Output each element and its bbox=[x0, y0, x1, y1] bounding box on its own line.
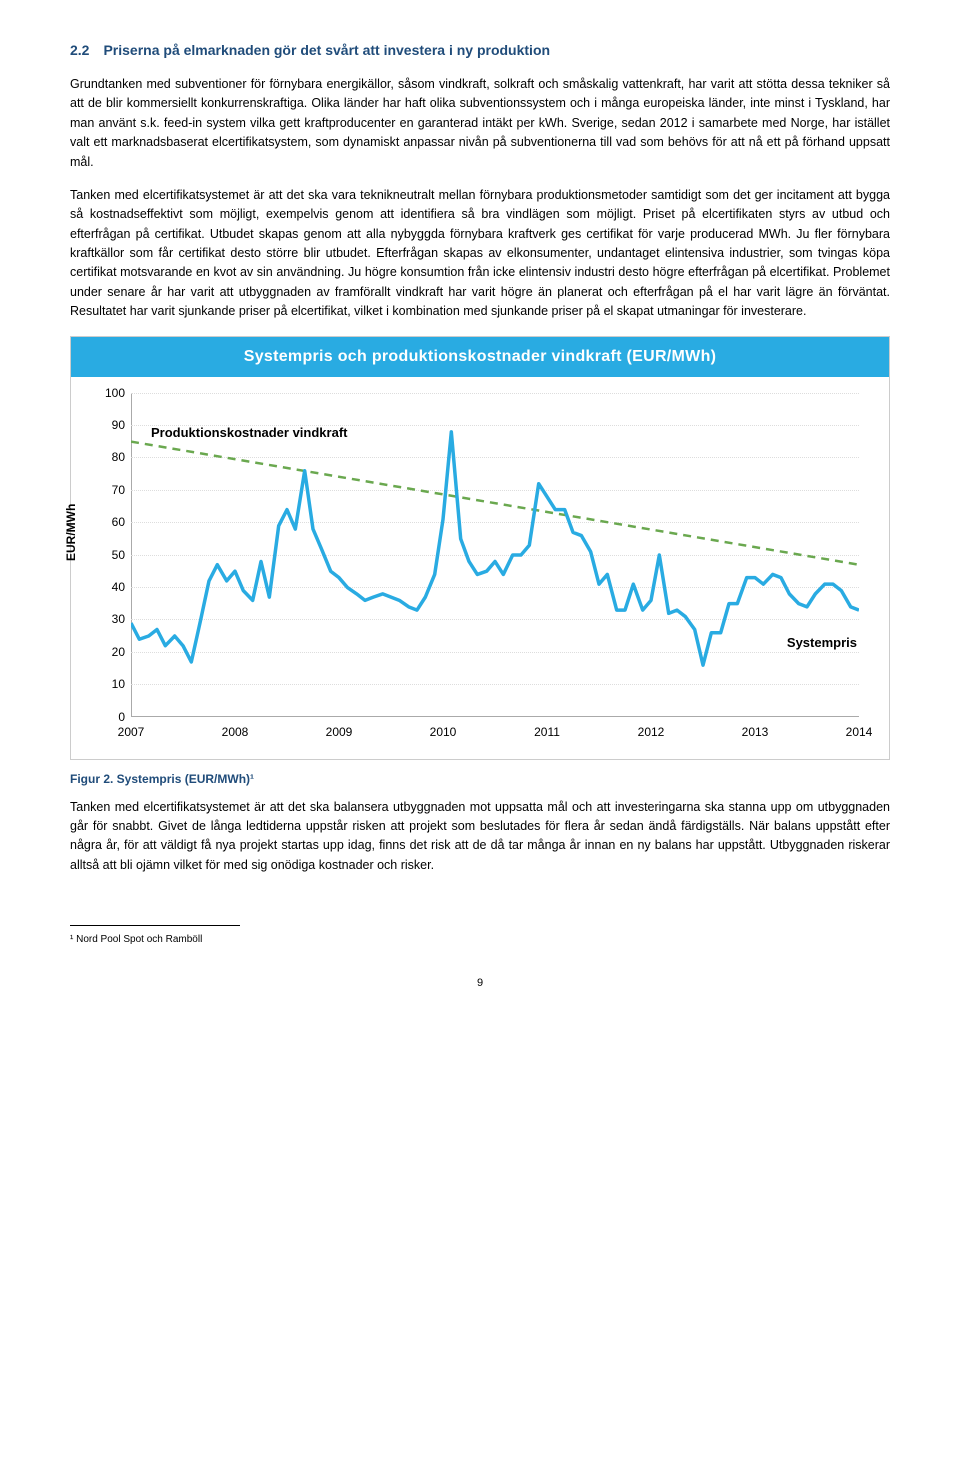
chart-area: EUR/MWh 01020304050607080901002007200820… bbox=[81, 387, 869, 747]
prod-cost-label: Produktionskostnader vindkraft bbox=[151, 423, 347, 443]
y-tick: 90 bbox=[95, 416, 125, 434]
section-number: 2.2 bbox=[70, 40, 89, 61]
paragraph-1: Grundtanken med subventioner för förnyba… bbox=[70, 75, 890, 172]
y-tick: 70 bbox=[95, 481, 125, 499]
footnote-separator bbox=[70, 925, 240, 926]
systempris-line bbox=[131, 431, 859, 664]
x-tick: 2014 bbox=[846, 723, 873, 741]
y-tick: 80 bbox=[95, 448, 125, 466]
x-tick: 2010 bbox=[430, 723, 457, 741]
y-tick: 60 bbox=[95, 513, 125, 531]
x-tick: 2011 bbox=[534, 723, 560, 741]
figure-caption: Figur 2. Systempris (EUR/MWh)¹ bbox=[70, 770, 890, 788]
y-tick: 50 bbox=[95, 546, 125, 564]
chart-container: Systempris och produktionskostnader vind… bbox=[70, 336, 890, 760]
y-tick: 100 bbox=[95, 384, 125, 402]
y-axis-label: EUR/MWh bbox=[62, 503, 80, 560]
x-tick: 2013 bbox=[742, 723, 769, 741]
footnote: ¹ Nord Pool Spot och Ramböll bbox=[70, 932, 890, 947]
chart-title: Systempris och produktionskostnader vind… bbox=[71, 337, 889, 377]
x-tick: 2012 bbox=[638, 723, 665, 741]
section-title: Priserna på elmarknaden gör det svårt at… bbox=[103, 40, 550, 61]
paragraph-3: Tanken med elcertifikatsystemet är att d… bbox=[70, 798, 890, 876]
y-tick: 20 bbox=[95, 643, 125, 661]
y-tick: 40 bbox=[95, 578, 125, 596]
x-tick: 2009 bbox=[326, 723, 353, 741]
systempris-label: Systempris bbox=[787, 633, 857, 653]
prod-cost-line bbox=[131, 441, 859, 564]
page-number: 9 bbox=[70, 975, 890, 992]
x-tick: 2007 bbox=[118, 723, 145, 741]
paragraph-2: Tanken med elcertifikatsystemet är att d… bbox=[70, 186, 890, 322]
y-tick: 10 bbox=[95, 675, 125, 693]
y-tick: 30 bbox=[95, 610, 125, 628]
x-tick: 2008 bbox=[222, 723, 249, 741]
section-heading: 2.2 Priserna på elmarknaden gör det svår… bbox=[70, 40, 890, 61]
